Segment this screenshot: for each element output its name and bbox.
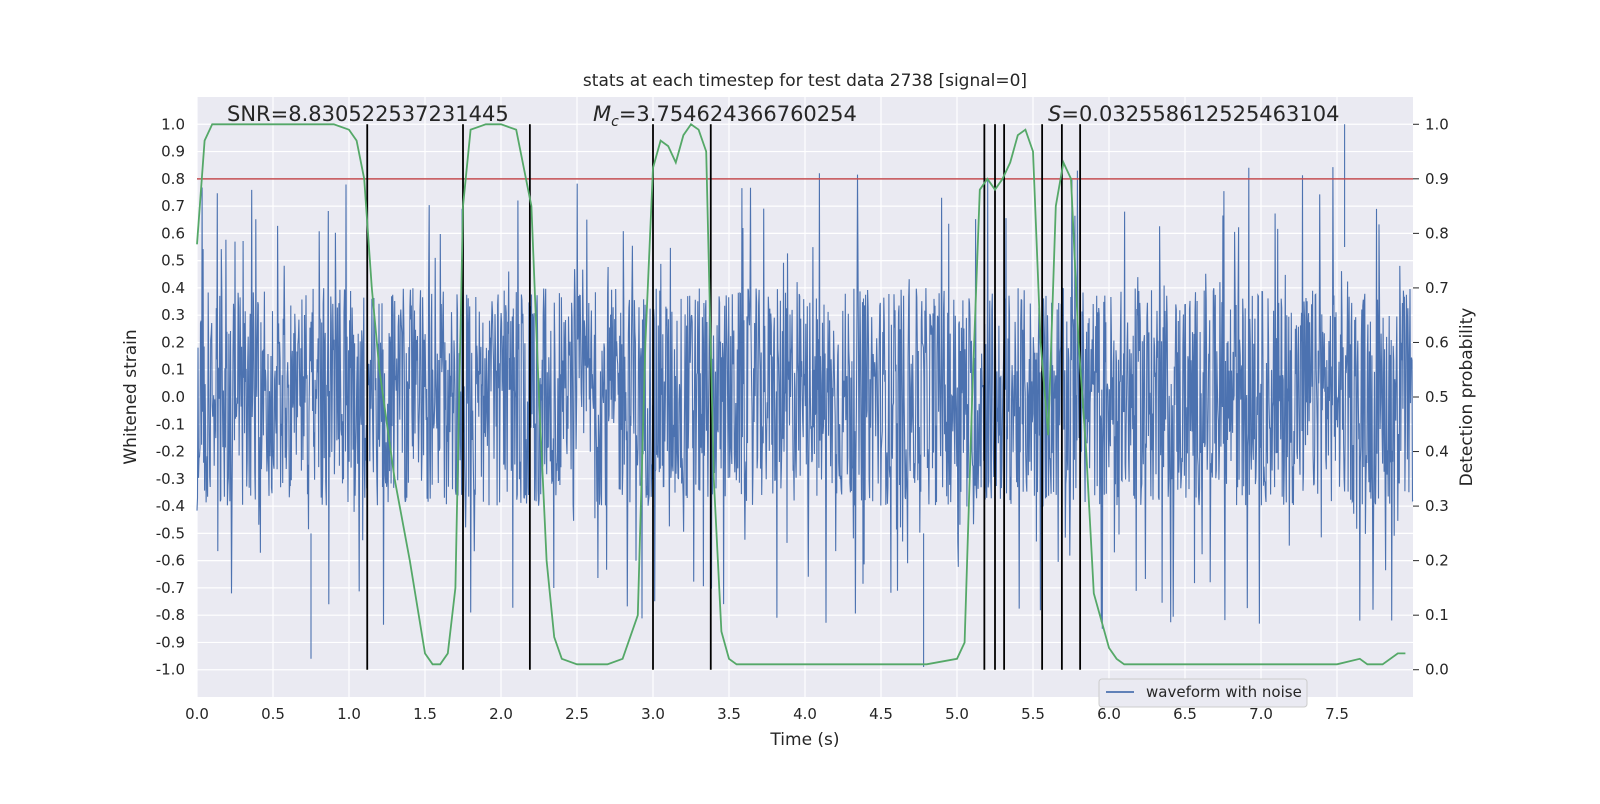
y2-tick-label: 0.4 [1425,443,1449,461]
x-tick-label: 5.0 [945,705,969,723]
legend-box [1098,678,1308,708]
x-tick-label: 7.5 [1325,705,1349,723]
y-tick-label: -1.0 [156,661,185,679]
y-tick-label: 0.3 [161,306,185,324]
y2-tick-label: 0.5 [1425,388,1449,406]
y2-tick-label: 0.2 [1425,552,1449,570]
x-tick-label: 1.5 [413,705,437,723]
x-tick-label: 4.5 [869,705,893,723]
y2-tick-label: 0.9 [1425,170,1449,188]
y-tick-label: 0.9 [161,143,185,161]
y-tick-label: 0.4 [161,279,185,297]
y2-tick-label: 0.1 [1425,606,1449,624]
x-axis-label: Time (s) [769,730,839,750]
snr-annotation: SNR=8.830522537231445 [227,102,509,126]
x-tick-labels: 0.0 0.5 1.0 1.5 2.0 2.5 3.0 3.5 4.0 4.5 5.0 5.5 6.0 6… [185,705,1349,723]
x-tick-label: 1.0 [337,705,361,723]
waveform-series [196,124,1414,667]
y2-tick-label: 0.0 [1425,661,1449,679]
x-tick-label: 0.5 [261,705,285,723]
legend-label: waveform with noise [1146,683,1302,701]
y-tick-label: 0.8 [161,170,185,188]
y-tick-label: -0.2 [156,443,185,461]
y2-tick-label: 0.7 [1425,279,1449,297]
y2-tick-label: 1.0 [1425,115,1449,133]
chart-title: stats at each timestep for test data 273… [583,71,1027,91]
y-tick-label: -0.4 [156,497,185,515]
s-value: =0.032558612525463104 [1061,102,1339,126]
y-tick-label: 0.1 [161,361,185,379]
y-tick-label: -0.3 [156,470,185,488]
x-tick-label: 4.0 [793,705,817,723]
y-tick-label: -0.6 [156,552,185,570]
x-tick-label: 0.0 [185,705,209,723]
s-symbol: S [1048,102,1061,126]
x-tick-label: 3.0 [641,705,665,723]
x-tick-label: 5.5 [1021,705,1045,723]
mc-value: =3.754624366760254 [619,102,857,126]
y-axis-label: Whitened strain [121,329,141,464]
y2-tick-label: 0.3 [1425,497,1449,515]
y2-tick-label: 0.6 [1425,333,1449,351]
y-tick-label: 0.5 [161,252,185,270]
waveform-trace [196,124,1414,667]
x-tick-label: 7.0 [1249,705,1273,723]
y-tick-label: 0.2 [161,333,185,351]
y-tick-label: -0.8 [156,606,185,624]
x-tick-label: 6.0 [1097,705,1121,723]
x-tick-label: 2.0 [489,705,513,723]
y-tick-label: 0.7 [161,197,185,215]
mc-subscript: c [611,114,619,130]
s-annotation: S=0.032558612525463104 [1048,102,1339,126]
y-tick-label: -0.1 [156,415,185,433]
y-tick-label: -0.5 [156,524,185,542]
mc-symbol: M [593,102,611,126]
y-tick-label: -0.9 [156,633,185,651]
legend: waveform with noise [1098,678,1308,708]
x-tick-label: 3.5 [717,705,741,723]
y-tick-label: 0.6 [161,224,185,242]
y-tick-labels: -1.0 -0.9 -0.8 -0.7 -0.6 -0.5 -0.4 -0.3 -0.2 -0.1… [156,115,185,678]
y-tick-label: 0.0 [161,388,185,406]
vertical-lines [366,124,1082,670]
y2-tick-labels: 0.0 0.1 0.2 0.3 0.4 0.5 0.6 0.7 0.8 0.9 1.0 [1413,115,1449,679]
y-tick-label: -0.7 [156,579,185,597]
detection-probability-line [196,123,1406,666]
x-tick-label: 6.5 [1173,705,1197,723]
mc-annotation: Mc=3.754624366760254 [593,102,857,130]
y-tick-label: 1.0 [161,115,185,133]
y2-axis-label: Detection probability [1457,308,1477,487]
y2-tick-label: 0.8 [1425,224,1449,242]
x-tick-label: 2.5 [565,705,589,723]
